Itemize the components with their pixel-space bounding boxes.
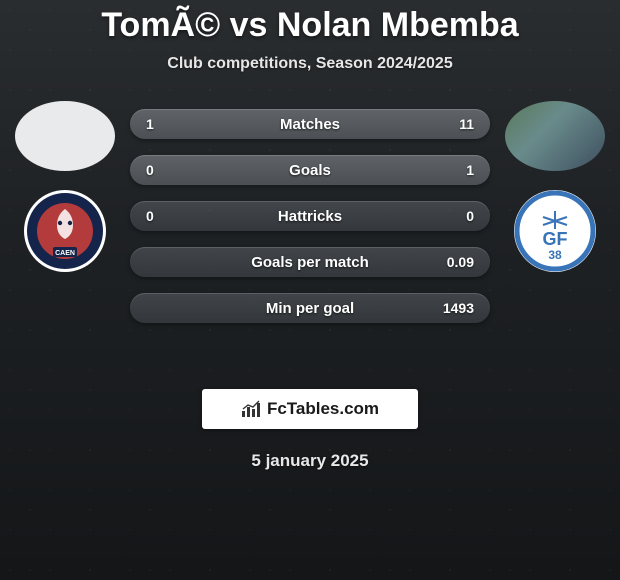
bar-chart-icon (241, 400, 263, 418)
stat-rows: 1 Matches 11 0 Goals 1 0 Hattricks 0 Goa… (130, 109, 490, 323)
branding-text: FcTables.com (267, 399, 379, 419)
stat-row-hattricks: 0 Hattricks 0 (130, 201, 490, 231)
stat-right-value: 1 (430, 162, 474, 178)
comparison-block: CAEN GF 38 1 (0, 109, 620, 359)
stat-row-goals: 0 Goals 1 (130, 155, 490, 185)
left-player-photo (15, 101, 115, 171)
stat-left-value: 0 (146, 208, 190, 224)
stat-right-value: 0.09 (430, 254, 474, 270)
stat-row-matches: 1 Matches 11 (130, 109, 490, 139)
svg-text:CAEN: CAEN (55, 250, 75, 257)
footer-date: 5 january 2025 (0, 451, 620, 471)
right-club-badge: GF 38 (513, 189, 597, 273)
subtitle: Club competitions, Season 2024/2025 (0, 55, 620, 73)
right-player-column: GF 38 (500, 101, 610, 273)
stat-row-min-per-goal: Min per goal 1493 (130, 293, 490, 323)
left-club-badge: CAEN (23, 189, 107, 273)
page-title: TomÃ© vs Nolan Mbemba (0, 0, 620, 45)
left-player-column: CAEN (10, 101, 120, 273)
right-player-photo (505, 101, 605, 171)
stat-left-value: 0 (146, 162, 190, 178)
stat-right-value: 0 (430, 208, 474, 224)
stat-left-value: 1 (146, 116, 190, 132)
branding-badge: FcTables.com (202, 389, 418, 429)
stat-right-value: 1493 (430, 300, 474, 316)
svg-text:38: 38 (548, 248, 562, 262)
svg-text:GF: GF (543, 229, 568, 249)
stat-row-goals-per-match: Goals per match 0.09 (130, 247, 490, 277)
stat-right-value: 11 (430, 116, 474, 132)
